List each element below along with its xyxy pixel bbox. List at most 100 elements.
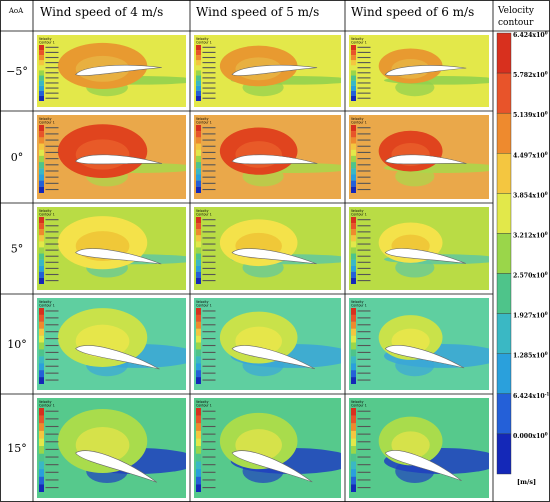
panel-colorbar-tick-label <box>357 418 371 420</box>
legend-swatch <box>496 393 512 435</box>
panel-colorbar-tick-label <box>357 487 371 489</box>
panel-colorbar-tick-label <box>45 433 59 435</box>
panel-colorbar-tick-label <box>45 425 59 428</box>
panel-colorbar-swatch <box>39 143 44 150</box>
panel-colorbar-swatch <box>39 229 44 236</box>
panel-colorbar-swatch <box>196 70 201 76</box>
panel-colorbar-tick-label <box>357 471 371 473</box>
panel-colorbar-tick-label <box>202 225 216 227</box>
panel-colorbar-swatch <box>351 265 356 272</box>
panel-colorbar-tick-label <box>202 87 216 89</box>
airfoil <box>384 65 467 76</box>
panel-colorbar-swatch <box>351 80 356 86</box>
panel-colorbar-swatch <box>351 95 356 101</box>
panel-colorbar-tick-label <box>202 82 216 84</box>
panel-colorbar-tick-label <box>357 188 371 191</box>
panel-colorbar-swatch <box>351 408 356 416</box>
airfoil <box>384 345 465 369</box>
panel-colorbar-swatch <box>196 45 201 51</box>
panel-colorbar-tick-label <box>45 188 59 191</box>
panel-colorbar-tick-label <box>45 219 59 221</box>
panel-colorbar-swatch <box>39 162 44 169</box>
legend-level-label: 3.854x100 <box>513 191 548 200</box>
panel-colorbar-tick-label <box>45 176 59 178</box>
panel-colorbar-tick-label <box>45 324 59 326</box>
panel-colorbar-tick-label <box>45 56 59 59</box>
panel-colorbar-swatch <box>196 60 201 66</box>
panel-colorbar-tick-label <box>357 176 371 178</box>
legend-swatch <box>496 233 512 274</box>
panel-colorbar-title: Velocity <box>196 300 209 304</box>
panel-colorbar-tick-label <box>45 231 59 233</box>
panel-colorbar-subtitle: Contour 1 <box>351 304 367 308</box>
panel-colorbar-swatch <box>351 377 356 384</box>
panel-colorbar-tick-label <box>45 351 59 353</box>
panel-colorbar-tick-label <box>202 464 216 466</box>
panel-colorbar-swatch <box>196 271 201 278</box>
panel-colorbar-swatch <box>196 217 201 224</box>
panel-colorbar-tick-label <box>45 479 59 481</box>
panel-colorbar-tick-label <box>202 182 216 184</box>
column-header-5ms: Wind speed of 5 m/s <box>196 5 319 19</box>
panel-colorbar-swatch <box>196 321 201 329</box>
panel-colorbar-swatch <box>39 85 44 91</box>
panel-colorbar-swatch <box>39 484 44 492</box>
panel-colorbar-tick-label <box>202 358 216 360</box>
legend-swatch <box>496 273 512 314</box>
panel-colorbar-swatch <box>39 241 44 248</box>
panel-colorbar-swatch <box>39 415 44 424</box>
panel-colorbar-tick-label <box>202 351 216 353</box>
airfoil <box>231 154 318 165</box>
panel-colorbar-tick-label <box>45 372 59 374</box>
panel-colorbar-subtitle: Contour 1 <box>196 404 212 408</box>
panel-colorbar-swatch <box>196 247 201 254</box>
panel-colorbar-swatch <box>351 70 356 76</box>
legend-swatch <box>496 112 512 154</box>
panel-colorbar-tick-label <box>45 464 59 466</box>
panel-colorbar-swatch <box>196 235 201 242</box>
panel-colorbar-tick-label <box>45 127 59 129</box>
panel-colorbar-tick-label <box>357 145 371 147</box>
panel-colorbar-swatch <box>196 143 201 150</box>
panel-colorbar-tick-label <box>202 280 216 282</box>
panel-colorbar-title: Velocity <box>39 37 52 41</box>
panel-colorbar-swatch <box>351 356 356 364</box>
panel-colorbar-tick-label <box>202 133 216 135</box>
panel-colorbar-tick-label <box>202 219 216 221</box>
panel-colorbar-tick-label <box>45 267 59 269</box>
panel-colorbar-tick-label <box>45 365 59 367</box>
panel-colorbar-tick-label <box>357 127 371 129</box>
panel-colorbar-swatch <box>196 131 201 138</box>
panel-colorbar-tick-label <box>357 310 371 312</box>
panel-colorbar-tick-label <box>45 77 59 79</box>
legend-swatch <box>496 32 512 74</box>
panel-colorbar-tick-label <box>202 77 216 79</box>
panel-colorbar-tick-label <box>202 164 216 166</box>
panel-colorbar-tick-label <box>357 261 371 263</box>
panel-colorbar-swatch <box>351 55 356 61</box>
airfoil <box>231 450 313 483</box>
panel-colorbar-swatch <box>39 50 44 56</box>
panel-colorbar-tick-label <box>357 379 371 381</box>
panel-colorbar-swatch <box>39 328 44 336</box>
panel-colorbar-swatch <box>39 356 44 364</box>
panel-colorbar-swatch <box>39 408 44 416</box>
panel-colorbar-swatch <box>351 277 356 284</box>
panel-colorbar-tick-label <box>202 139 216 141</box>
panel-colorbar-swatch <box>196 186 201 193</box>
panel-colorbar-swatch <box>351 446 356 454</box>
legend-level-label: 4.497x100 <box>513 151 548 160</box>
airfoil <box>75 345 160 370</box>
panel-colorbar-swatch <box>351 349 356 357</box>
panel-colorbar-swatch <box>196 75 201 81</box>
panel-colorbar-swatch <box>351 438 356 447</box>
panel-colorbar-subtitle: Contour 1 <box>196 213 212 217</box>
